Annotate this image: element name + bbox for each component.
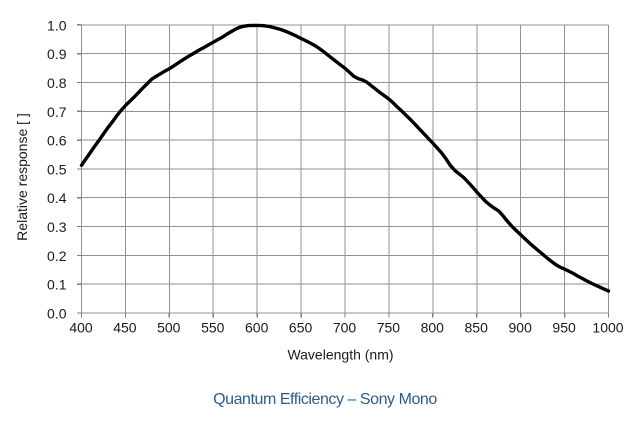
svg-text:800: 800 — [421, 320, 445, 336]
svg-text:550: 550 — [201, 320, 225, 336]
svg-text:0.9: 0.9 — [47, 46, 67, 62]
svg-text:0.0: 0.0 — [47, 306, 67, 322]
svg-text:850: 850 — [465, 320, 489, 336]
svg-text:950: 950 — [552, 320, 576, 336]
svg-text:0.1: 0.1 — [47, 277, 67, 293]
svg-text:750: 750 — [377, 320, 401, 336]
svg-text:0.8: 0.8 — [47, 75, 67, 91]
svg-text:700: 700 — [333, 320, 357, 336]
svg-text:Relative response [ ]: Relative response [ ] — [14, 113, 30, 241]
svg-text:0.7: 0.7 — [47, 104, 67, 120]
svg-text:400: 400 — [69, 320, 93, 336]
svg-text:1000: 1000 — [592, 320, 623, 336]
svg-text:0.6: 0.6 — [47, 133, 67, 149]
svg-text:900: 900 — [509, 320, 533, 336]
svg-text:Wavelength (nm): Wavelength (nm) — [287, 347, 393, 363]
svg-text:650: 650 — [289, 320, 313, 336]
svg-text:0.3: 0.3 — [47, 219, 67, 235]
svg-text:600: 600 — [245, 320, 269, 336]
svg-text:1.0: 1.0 — [47, 17, 67, 33]
svg-text:0.2: 0.2 — [47, 248, 67, 264]
svg-text:0.4: 0.4 — [47, 190, 67, 206]
svg-text:450: 450 — [113, 320, 137, 336]
svg-text:500: 500 — [157, 320, 181, 336]
svg-text:0.5: 0.5 — [47, 161, 67, 177]
svg-text:Quantum Efficiency – Sony Mono: Quantum Efficiency – Sony Mono — [213, 391, 437, 408]
